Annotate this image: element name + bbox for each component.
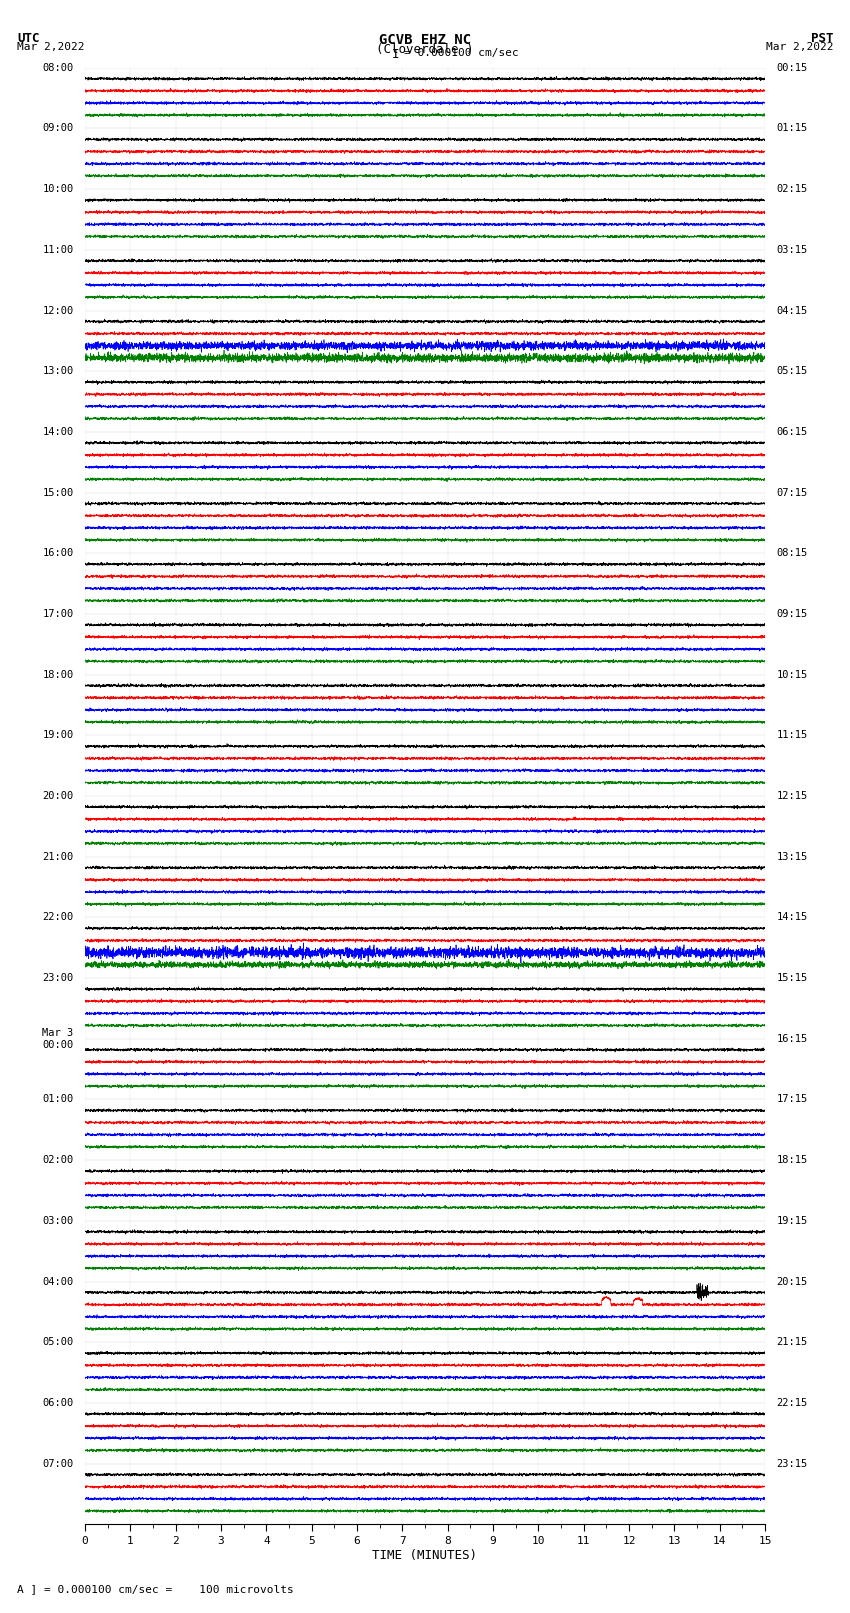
Text: 02:00: 02:00 (42, 1155, 74, 1165)
X-axis label: TIME (MINUTES): TIME (MINUTES) (372, 1548, 478, 1561)
Text: 19:15: 19:15 (776, 1216, 808, 1226)
Text: = 0.000100 cm/sec: = 0.000100 cm/sec (404, 48, 518, 58)
Text: 22:00: 22:00 (42, 913, 74, 923)
Text: 15:00: 15:00 (42, 487, 74, 497)
Text: 01:00: 01:00 (42, 1095, 74, 1105)
Text: 06:00: 06:00 (42, 1398, 74, 1408)
Text: 14:00: 14:00 (42, 427, 74, 437)
Text: PST: PST (811, 32, 833, 45)
Text: 09:00: 09:00 (42, 124, 74, 134)
Text: 19:00: 19:00 (42, 731, 74, 740)
Text: 06:15: 06:15 (776, 427, 808, 437)
Text: 16:00: 16:00 (42, 548, 74, 558)
Text: 01:15: 01:15 (776, 124, 808, 134)
Text: Mar 3
00:00: Mar 3 00:00 (42, 1027, 74, 1050)
Text: 07:00: 07:00 (42, 1458, 74, 1468)
Text: 23:00: 23:00 (42, 973, 74, 982)
Text: 18:15: 18:15 (776, 1155, 808, 1165)
Text: 23:15: 23:15 (776, 1458, 808, 1468)
Text: 07:15: 07:15 (776, 487, 808, 497)
Text: (Cloverdale ): (Cloverdale ) (377, 44, 473, 56)
Text: UTC: UTC (17, 32, 39, 45)
Text: 04:15: 04:15 (776, 305, 808, 316)
Text: 21:15: 21:15 (776, 1337, 808, 1347)
Text: 08:00: 08:00 (42, 63, 74, 73)
Text: Mar 2,2022: Mar 2,2022 (766, 42, 833, 52)
Text: 12:15: 12:15 (776, 790, 808, 802)
Text: 18:00: 18:00 (42, 669, 74, 679)
Text: 05:00: 05:00 (42, 1337, 74, 1347)
Text: I: I (392, 48, 399, 61)
Text: 12:00: 12:00 (42, 305, 74, 316)
Text: 04:00: 04:00 (42, 1276, 74, 1287)
Text: 22:15: 22:15 (776, 1398, 808, 1408)
Text: 20:00: 20:00 (42, 790, 74, 802)
Text: 11:00: 11:00 (42, 245, 74, 255)
Text: 09:15: 09:15 (776, 610, 808, 619)
Text: 21:00: 21:00 (42, 852, 74, 861)
Text: Mar 2,2022: Mar 2,2022 (17, 42, 84, 52)
Text: 08:15: 08:15 (776, 548, 808, 558)
Text: 11:15: 11:15 (776, 731, 808, 740)
Text: 17:00: 17:00 (42, 610, 74, 619)
Text: 02:15: 02:15 (776, 184, 808, 194)
Text: 03:00: 03:00 (42, 1216, 74, 1226)
Text: 13:15: 13:15 (776, 852, 808, 861)
Text: 20:15: 20:15 (776, 1276, 808, 1287)
Text: 10:00: 10:00 (42, 184, 74, 194)
Text: 14:15: 14:15 (776, 913, 808, 923)
Text: A ] = 0.000100 cm/sec =    100 microvolts: A ] = 0.000100 cm/sec = 100 microvolts (17, 1584, 294, 1594)
Text: 17:15: 17:15 (776, 1095, 808, 1105)
Text: 05:15: 05:15 (776, 366, 808, 376)
Text: 03:15: 03:15 (776, 245, 808, 255)
Text: 13:00: 13:00 (42, 366, 74, 376)
Text: 10:15: 10:15 (776, 669, 808, 679)
Text: 15:15: 15:15 (776, 973, 808, 982)
Text: GCVB EHZ NC: GCVB EHZ NC (379, 32, 471, 47)
Text: 16:15: 16:15 (776, 1034, 808, 1044)
Text: 00:15: 00:15 (776, 63, 808, 73)
